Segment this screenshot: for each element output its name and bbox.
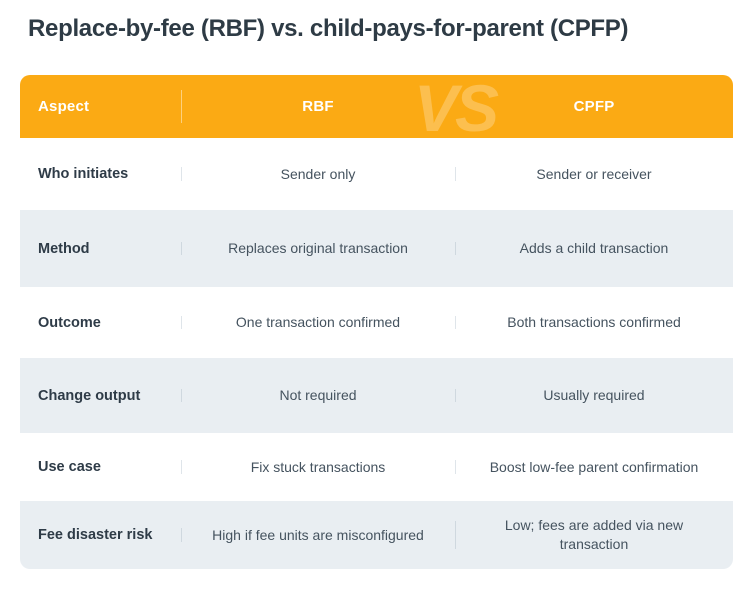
row-label: Who initiates [38, 166, 129, 182]
table-row: Method Replaces original transaction Add… [20, 210, 733, 287]
table-row: Fee disaster risk High if fee units are … [20, 501, 733, 569]
table-row: Change output Not required Usually requi… [20, 358, 733, 433]
header-cpfp: CPFP [573, 98, 615, 115]
rbf-cell: Fix stuck transactions [181, 458, 455, 477]
cpfp-cell: Sender or receiver [455, 165, 733, 184]
cpfp-cell: Boost low-fee parent confirmation [455, 458, 733, 477]
page-title: Replace-by-fee (RBF) vs. child-pays-for-… [28, 15, 629, 42]
row-label: Outcome [38, 314, 101, 331]
cpfp-cell: Usually required [455, 386, 733, 405]
cpfp-cell: Both transactions confirmed [455, 313, 733, 332]
cpfp-cell: Adds a child transaction [455, 239, 733, 258]
rbf-cell: One transaction confirmed [181, 313, 455, 332]
row-label: Fee disaster risk [38, 527, 153, 543]
rbf-cell: Replaces original transaction [181, 239, 455, 258]
row-label: Method [38, 240, 90, 257]
rbf-cell: High if fee units are misconfigured [181, 526, 455, 545]
header-rbf: RBF [181, 90, 455, 123]
rbf-cell: Sender only [181, 165, 455, 184]
header-aspect: Aspect [38, 98, 90, 115]
comparison-table: Aspect RBF CPFP VS Who initiates Sender … [20, 75, 733, 569]
cpfp-cell: Low; fees are added via new transaction [455, 516, 733, 554]
table-row: Outcome One transaction confirmed Both t… [20, 287, 733, 358]
row-label: Change output [38, 387, 141, 404]
table-row: Use case Fix stuck transactions Boost lo… [20, 433, 733, 501]
rbf-cell: Not required [181, 386, 455, 405]
table-header-row: Aspect RBF CPFP VS [20, 75, 733, 138]
table-row: Who initiates Sender only Sender or rece… [20, 138, 733, 210]
row-label: Use case [38, 459, 101, 475]
